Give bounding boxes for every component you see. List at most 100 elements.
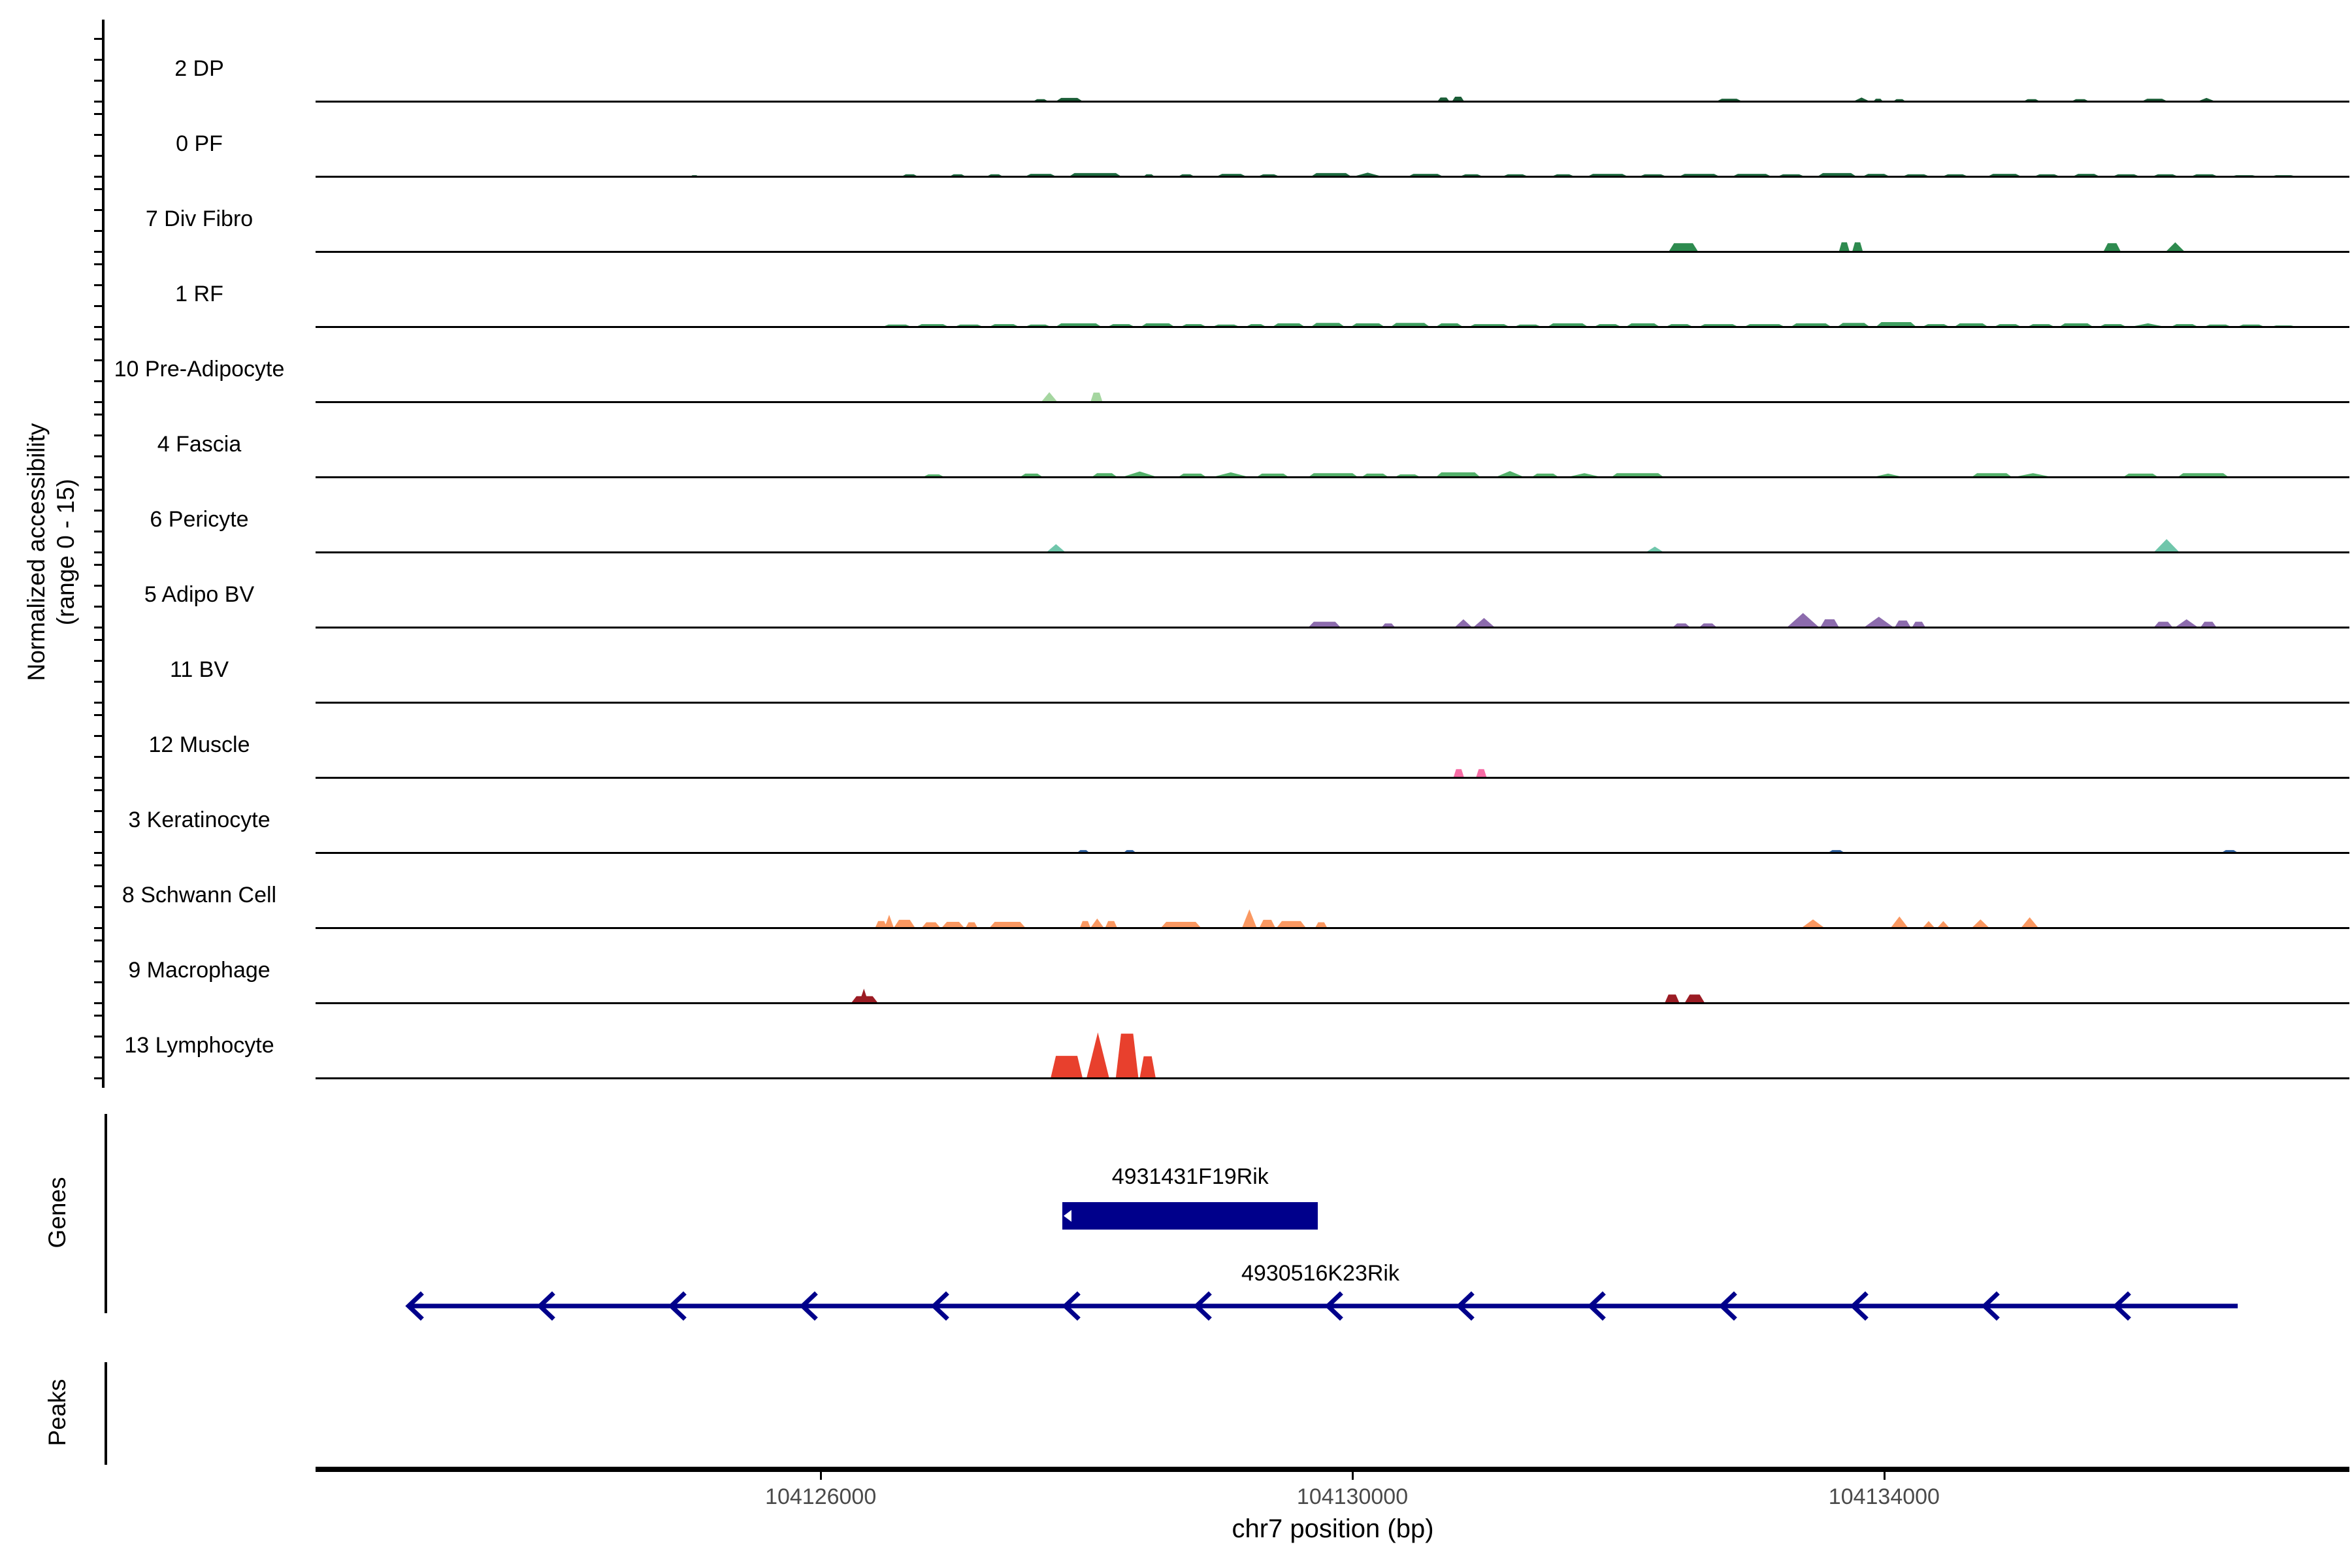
signal-peak — [875, 921, 887, 928]
signal-peak — [2153, 621, 2173, 627]
signal-peak — [1626, 323, 1660, 327]
signal-peak — [1891, 916, 1908, 928]
signal-peak — [1684, 994, 1705, 1003]
y-axis-tick — [94, 101, 103, 103]
minus-strand-arrowhead — [2112, 1291, 2131, 1321]
x-axis-tick-label: 104126000 — [765, 1484, 877, 1509]
y-axis-tick — [94, 326, 103, 328]
y-axis-tick — [94, 263, 103, 265]
track-label: 7 Div Fibro — [145, 206, 253, 231]
minus-strand-arrowhead — [405, 1291, 424, 1321]
track-label: 4 Fascia — [157, 432, 242, 457]
y-axis-tick — [94, 305, 103, 307]
signal-peak — [1699, 623, 1717, 627]
gene-label: 4930516K23Rik — [1241, 1261, 1399, 1286]
track-label: 6 Pericyte — [150, 507, 249, 532]
signal-peak — [1453, 769, 1464, 777]
signal-peak — [1646, 546, 1664, 552]
peaks-panel-title-text: Peaks — [44, 1379, 71, 1446]
track-signal-1-rf — [883, 321, 2296, 327]
y-axis-tick — [94, 789, 103, 791]
signal-peak — [1090, 918, 1104, 928]
y-axis-tick — [94, 338, 103, 340]
track-label: 5 Adipo BV — [144, 582, 255, 607]
signal-peak — [1611, 473, 1664, 477]
y-axis-tick — [94, 735, 103, 737]
x-axis-tick-label: 104130000 — [1296, 1484, 1409, 1509]
x-axis-line — [316, 1467, 2349, 1472]
track-label: 12 Muscle — [148, 732, 250, 757]
minus-strand-arrowhead — [799, 1291, 818, 1321]
y-axis-tick — [94, 831, 103, 833]
signal-peak — [1272, 323, 1305, 327]
signal-peak — [1787, 613, 1820, 627]
y-axis-tick — [94, 59, 103, 61]
signal-peak — [894, 919, 915, 928]
y-axis-line — [102, 20, 105, 1088]
track-signal-9-macrophage — [851, 988, 1705, 1003]
signal-peak — [1567, 473, 1601, 477]
y-axis-tick — [94, 414, 103, 416]
signal-peak — [1178, 473, 1207, 477]
y-axis-tick — [94, 714, 103, 716]
signal-peak — [1864, 617, 1894, 627]
track-signal-13-lymphocyte — [1051, 1032, 1156, 1078]
gene-strand-notch — [1064, 1210, 1072, 1222]
x-axis-tick — [1352, 1471, 1354, 1480]
track-label: 9 Macrophage — [128, 958, 270, 983]
y-axis-tick — [94, 564, 103, 566]
x-axis-tick — [1883, 1471, 1886, 1480]
signal-peak — [1056, 97, 1083, 101]
signal-peak — [1381, 623, 1396, 627]
minus-strand-arrowhead — [1718, 1291, 1737, 1321]
signal-peak — [1873, 473, 1903, 477]
signal-peak — [1315, 922, 1328, 928]
track-label: 0 PF — [176, 131, 223, 156]
x-axis-tick — [820, 1471, 823, 1480]
signal-peak — [1141, 323, 1175, 327]
signal-peak — [965, 922, 978, 928]
track-baseline — [316, 777, 2349, 779]
signal-peak — [2014, 473, 2052, 477]
y-axis-tick — [94, 113, 103, 115]
y-axis-tick — [94, 284, 103, 286]
signal-peak — [1311, 323, 1345, 327]
y-axis-tick — [94, 489, 103, 491]
track-signal-11-bv — [316, 640, 2349, 702]
y-axis-tick — [94, 852, 103, 854]
y-axis-title-line1: Normalized accessibility — [23, 423, 50, 681]
signal-peak — [1972, 919, 1989, 928]
signal-peak — [2178, 473, 2229, 477]
signal-peak — [1161, 922, 1201, 928]
minus-strand-arrowhead — [668, 1291, 687, 1321]
track-signal-6-pericyte — [1047, 539, 2180, 552]
minus-strand-arrowhead — [536, 1291, 555, 1321]
y-axis-tick — [94, 434, 103, 436]
signal-peak — [1895, 620, 1911, 627]
signal-peak — [1115, 1034, 1139, 1078]
signal-peak — [1473, 617, 1495, 627]
y-axis-tick — [94, 80, 103, 82]
signal-peak — [1452, 96, 1464, 101]
signal-peak — [1086, 1032, 1109, 1078]
y-axis-tick — [94, 627, 103, 629]
y-axis-tick — [94, 380, 103, 382]
track-baseline — [316, 476, 2349, 478]
track-signal-4-fascia — [923, 471, 2229, 477]
y-axis-tick — [94, 960, 103, 962]
signal-peak — [1669, 243, 1699, 252]
y-axis-tick — [94, 681, 103, 683]
signal-peak — [1350, 323, 1384, 327]
signal-peak — [2059, 323, 2093, 327]
signal-peak — [1308, 473, 1358, 477]
signal-peak — [1391, 323, 1430, 327]
y-axis-tick — [94, 660, 103, 662]
signal-peak — [1047, 544, 1066, 552]
signal-peak — [1436, 323, 1463, 327]
y-axis-tick — [94, 551, 103, 553]
signal-peak — [1838, 242, 1850, 252]
signal-peak — [1079, 921, 1091, 928]
signal-peak — [1854, 97, 1870, 101]
signal-peak — [1818, 172, 1857, 176]
